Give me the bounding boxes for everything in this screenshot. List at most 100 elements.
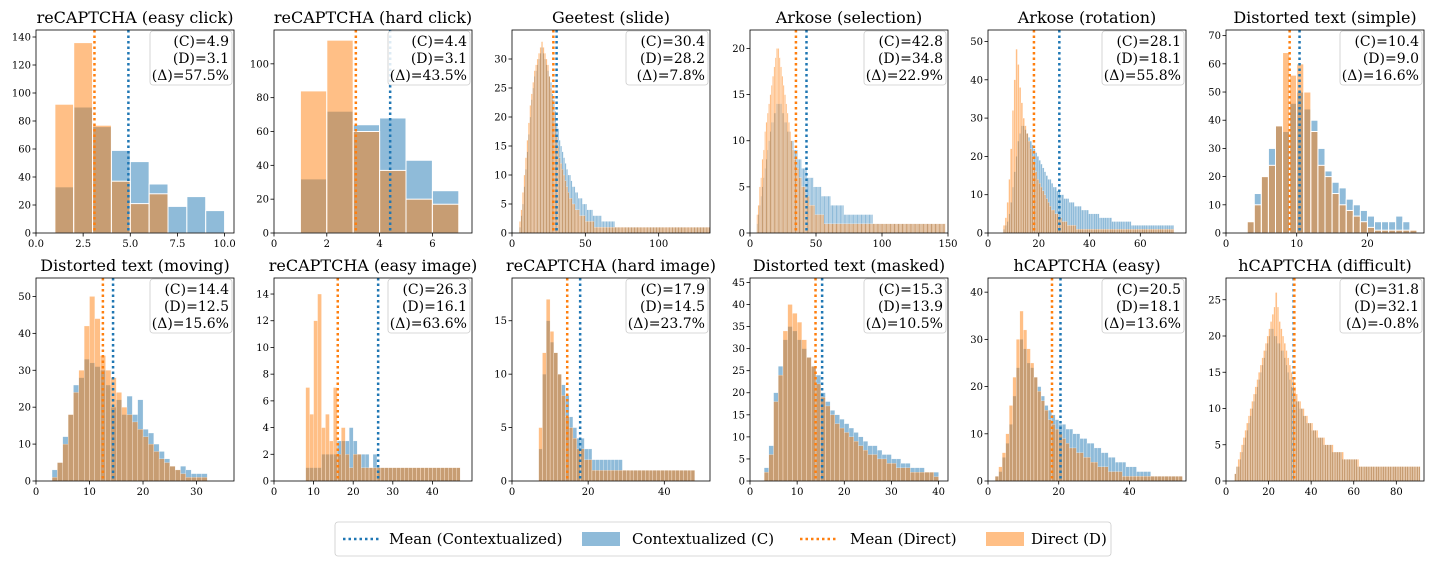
direct-bar	[851, 223, 854, 233]
direct-bar	[1009, 405, 1013, 481]
y-tick-label: 30	[494, 55, 507, 66]
direct-bar	[910, 223, 913, 233]
direct-bar	[601, 227, 604, 233]
x-tick-label: 0	[509, 487, 515, 498]
direct-bar	[1381, 229, 1390, 233]
direct-bar	[1076, 452, 1081, 481]
direct-bar	[1013, 79, 1016, 233]
direct-bar	[1360, 466, 1363, 481]
direct-bar	[121, 407, 128, 481]
direct-bar	[549, 331, 555, 481]
direct-bar	[405, 198, 433, 233]
direct-bar	[629, 227, 631, 233]
direct-bar	[1282, 335, 1285, 481]
direct-bar	[913, 223, 916, 233]
direct-bar	[538, 53, 540, 233]
direct-bar	[456, 467, 461, 481]
contextualized-bar	[186, 196, 207, 233]
direct-bar	[858, 445, 864, 481]
direct-bar	[105, 370, 112, 481]
direct-bar	[793, 159, 796, 233]
contextualized-bar	[1075, 206, 1078, 233]
direct-bar	[1409, 229, 1418, 233]
direct-bar	[853, 441, 859, 481]
direct-bar	[148, 443, 154, 481]
direct-bar	[132, 421, 138, 481]
stats-box	[1339, 278, 1423, 334]
direct-bar	[620, 227, 623, 233]
stats-line: (Δ)=-0.8%	[1346, 316, 1419, 332]
direct-bar	[388, 467, 393, 481]
direct-bar	[872, 223, 875, 233]
y-tick-label: 20	[18, 201, 31, 212]
direct-bar	[636, 227, 639, 233]
direct-bar	[1363, 466, 1366, 481]
direct-bar	[818, 214, 821, 233]
direct-bar	[801, 339, 807, 481]
y-tick-label: 20	[1208, 332, 1221, 343]
x-tick-label: 20	[1361, 239, 1374, 250]
legend: Mean (Contextualized) Contextualized (C) M…	[334, 521, 1112, 557]
direct-bar	[1256, 379, 1259, 481]
direct-bar	[530, 93, 533, 233]
direct-bar	[1234, 473, 1237, 481]
direct-bar	[875, 223, 877, 233]
y-tick-label: 40	[970, 75, 983, 86]
direct-bar	[646, 227, 649, 233]
direct-bar	[670, 227, 672, 233]
direct-bar	[542, 352, 547, 481]
direct-bar	[566, 186, 568, 233]
y-tick-label: 15	[1208, 368, 1221, 379]
direct-bar	[1317, 164, 1326, 233]
direct-bar	[416, 467, 421, 481]
direct-bar	[1246, 422, 1249, 481]
direct-bar	[660, 227, 662, 233]
y-tick-label: 10	[732, 432, 745, 443]
direct-bar	[1338, 204, 1347, 233]
direct-bar	[596, 227, 599, 233]
x-tick-label: 10	[307, 487, 320, 498]
direct-bar	[760, 177, 763, 233]
stats-line: (C)=4.9	[173, 34, 229, 50]
direct-bar	[627, 227, 630, 233]
direct-bar	[884, 223, 887, 233]
direct-bar	[84, 325, 90, 481]
direct-bar	[591, 221, 593, 233]
direct-bar	[1051, 209, 1054, 233]
direct-bar	[893, 223, 896, 233]
direct-bar	[770, 85, 773, 233]
direct-bar	[1030, 362, 1035, 481]
direct-bar	[100, 355, 106, 481]
direct-bar	[698, 227, 700, 233]
direct-bar	[1072, 225, 1075, 233]
direct-bar	[835, 223, 838, 233]
direct-bar	[687, 470, 692, 481]
direct-bar	[1345, 209, 1354, 233]
direct-bar	[765, 122, 768, 233]
direct-bar	[797, 168, 799, 233]
direct-bar	[376, 467, 382, 481]
direct-bar	[614, 470, 619, 481]
direct-bar	[1346, 459, 1349, 481]
direct-bar	[1263, 350, 1266, 481]
direct-bar	[519, 221, 521, 233]
direct-bar	[888, 223, 891, 233]
x-tick-label: 50	[579, 239, 592, 250]
direct-bar	[558, 157, 561, 233]
direct-bar	[591, 470, 596, 481]
direct-bar	[1146, 476, 1151, 481]
stats-line: (C)=15.3	[878, 282, 943, 298]
direct-bar	[768, 454, 774, 481]
subplot-title: Arkose (selection)	[775, 8, 923, 27]
y-tick-label: 30	[18, 366, 31, 377]
direct-bar	[1052, 209, 1055, 233]
direct-bar	[1324, 444, 1327, 481]
direct-bar	[1316, 430, 1319, 481]
x-tick-label: 20	[838, 487, 851, 498]
direct-bar	[1388, 229, 1397, 233]
direct-bar	[570, 198, 573, 233]
direct-bar	[657, 227, 659, 233]
direct-bar	[1297, 401, 1300, 481]
direct-bar	[811, 205, 814, 233]
direct-bar	[784, 94, 786, 233]
